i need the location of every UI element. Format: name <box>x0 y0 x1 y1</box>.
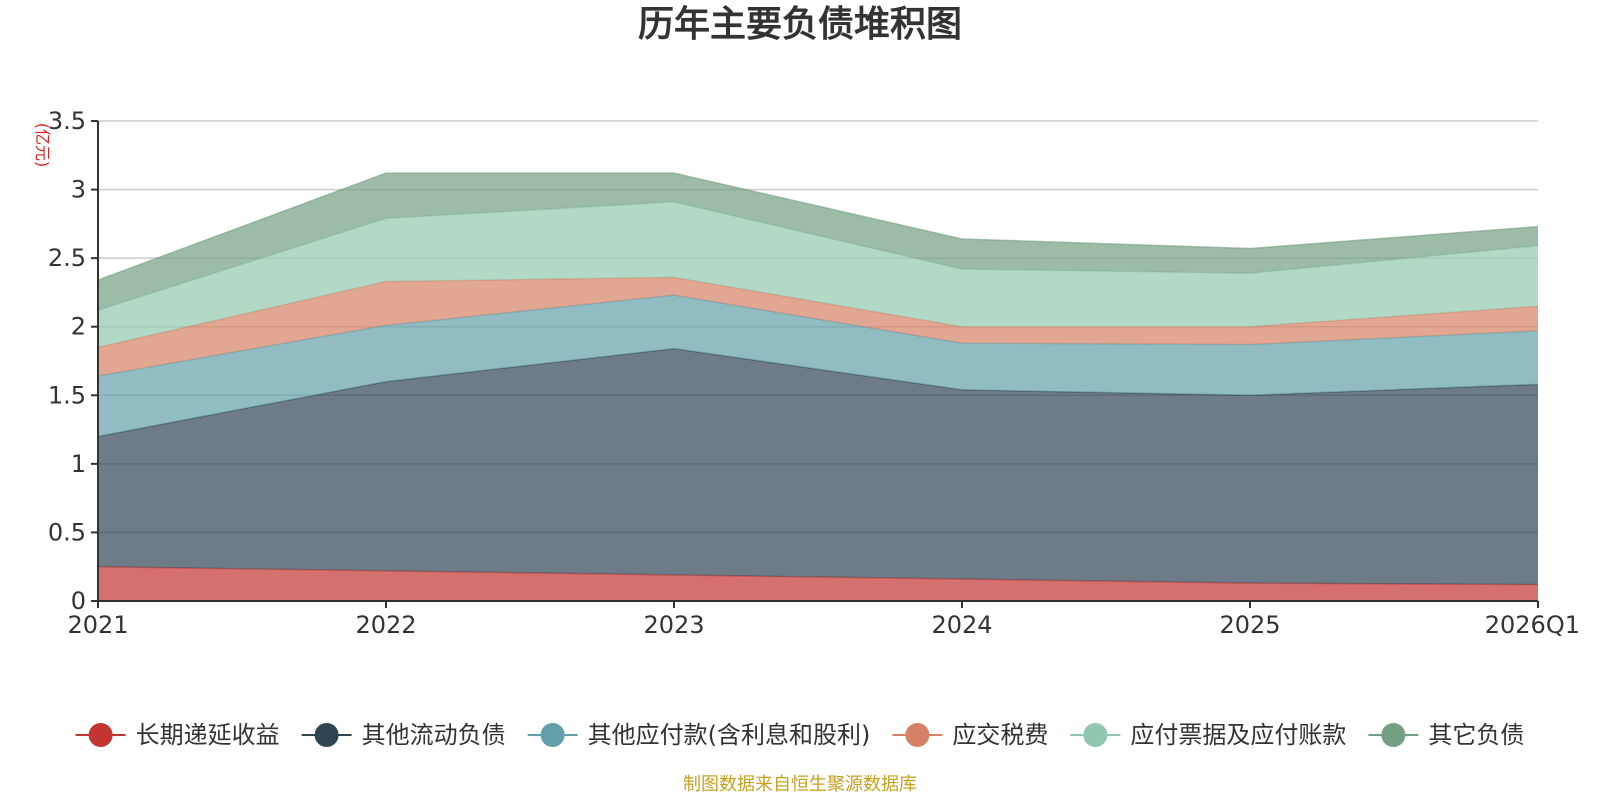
axes: 0 0.5 1 1.5 2 2.5 3 3.5 2021 2022 2023 2024 2025 2026… <box>48 107 1580 639</box>
legend-circle-marker <box>1083 723 1108 747</box>
x-tick-label: 2022 <box>355 611 416 639</box>
x-tick-label: 2023 <box>643 611 704 639</box>
area-series-6-line <box>97 172 1539 281</box>
area-series-6 <box>98 173 1538 311</box>
y-axis-unit-label: (亿元) <box>33 123 52 168</box>
legend-item-3[interactable]: 其他应付款(含利息和股利) <box>527 721 871 749</box>
y-tick-label: 1 <box>71 450 86 478</box>
area-series-group <box>97 172 1539 601</box>
legend-label: 应付票据及应付账款 <box>1130 721 1346 749</box>
legend-circle-marker <box>540 723 565 747</box>
x-tick-label: 2025 <box>1219 611 1280 639</box>
x-tick-label: 2026Q1 <box>1485 611 1580 639</box>
area-series-5 <box>98 201 1538 348</box>
y-tick-label: 0.5 <box>48 518 86 546</box>
area-series-1 <box>98 566 1538 601</box>
legend-item-4[interactable]: 应交税费 <box>892 721 1048 749</box>
legend-item-2[interactable]: 其他流动负债 <box>301 721 506 749</box>
y-tick-label: 2.5 <box>48 244 86 272</box>
legend-item-1[interactable]: 长期递延收益 <box>75 721 280 749</box>
x-tick-label: 2021 <box>67 611 128 639</box>
legend-item-5[interactable]: 应付票据及应付账款 <box>1070 721 1346 749</box>
area-series-2 <box>98 348 1538 585</box>
y-tick-label: 3.5 <box>48 107 86 135</box>
area-series-3 <box>98 295 1538 437</box>
legend-item-6[interactable]: 其它负债 <box>1368 721 1524 749</box>
y-tick-label: 2 <box>71 313 86 341</box>
legend-label: 其它负债 <box>1428 721 1524 749</box>
legend-label: 长期递延收益 <box>136 721 280 749</box>
data-source-note: 制图数据来自恒生聚源数据库 <box>683 774 917 795</box>
chart-title: 历年主要负债堆积图 <box>638 4 962 45</box>
legend-label: 其他流动负债 <box>362 721 506 749</box>
legend-circle-marker <box>1381 723 1406 747</box>
legend: 长期递延收益 其他流动负债 其他应付款(含利息和股利) 应交税费 应付票据及应付账款 其它… <box>75 721 1524 749</box>
y-tick-label: 0 <box>71 587 86 615</box>
y-tick-label: 3 <box>71 176 86 204</box>
y-tick-label: 1.5 <box>48 381 86 409</box>
legend-circle-marker <box>88 723 113 747</box>
legend-label: 应交税费 <box>952 721 1048 749</box>
legend-circle-marker <box>314 723 339 747</box>
legend-circle-marker <box>905 723 930 747</box>
x-tick-label: 2024 <box>931 611 992 639</box>
legend-label: 其他应付款(含利息和股利) <box>588 721 871 749</box>
area-series-4 <box>98 277 1538 377</box>
